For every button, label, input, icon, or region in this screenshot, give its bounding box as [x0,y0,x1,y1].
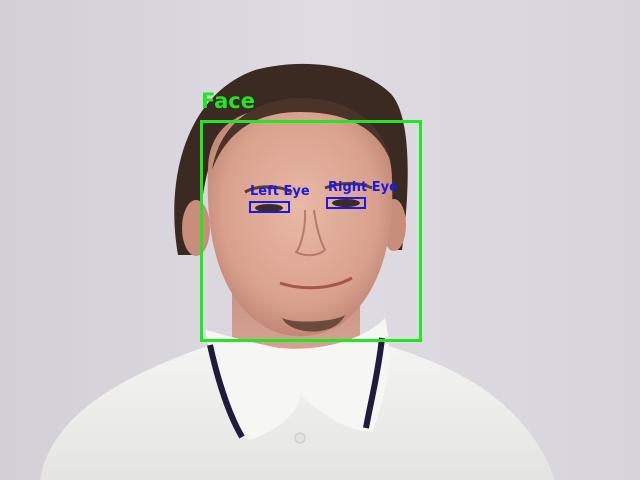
face-skin [207,105,393,337]
left-eye-bounding-box [249,201,290,213]
left-eyebrow [244,185,293,194]
collar-stripe-right [363,337,385,429]
right-eye-bounding-box [326,197,366,209]
mouth [279,276,353,290]
left-ear [182,200,210,256]
right-eyebrow [324,182,373,190]
left-eye-shape [255,204,283,212]
collar-stripe-left [207,344,245,439]
face-bounding-box [200,120,422,342]
right-eye-shape [332,199,360,207]
left-eye-label: Left Eye [250,184,310,199]
hair-front [212,98,392,170]
shirt [40,345,555,480]
shirt-collar [205,318,390,440]
face-label: Face [201,89,255,113]
shirt-button [294,432,306,444]
goatee [282,315,345,332]
right-eye-label: Right Eye [328,180,398,195]
nose [294,209,327,257]
